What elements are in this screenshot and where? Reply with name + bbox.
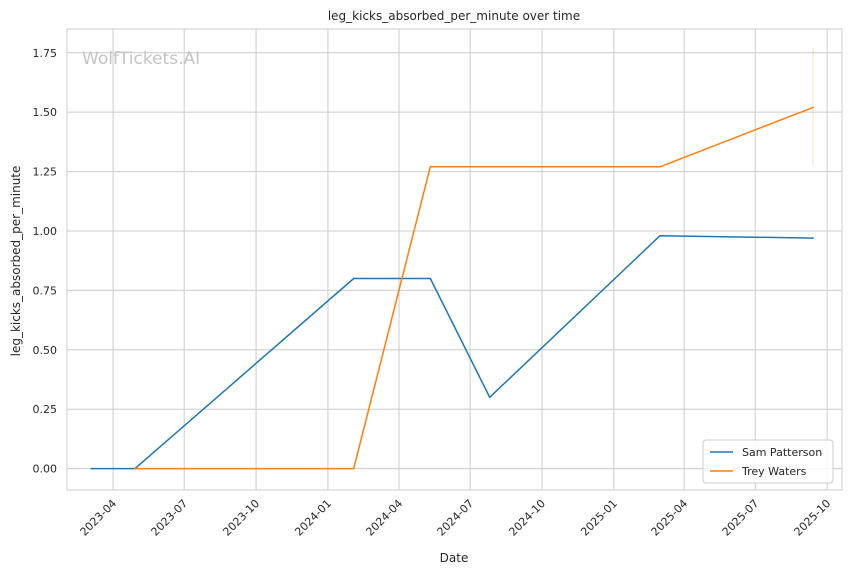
y-tick-label: 1.25 [33, 166, 58, 179]
y-tick-label: 0.50 [33, 344, 58, 357]
plot-frame [66, 28, 843, 491]
legend-label-sam-patterson: Sam Patterson [742, 446, 822, 459]
data-point-sam-patterson [488, 396, 491, 399]
data-point-trey-waters [352, 467, 355, 470]
data-point-trey-waters [812, 106, 814, 109]
y-tick-label: 1.00 [33, 225, 58, 238]
series-lines [90, 48, 814, 470]
legend-label-trey-waters: Trey Waters [741, 465, 807, 478]
data-point-sam-patterson [90, 467, 93, 470]
y-tick-label: 0.00 [33, 463, 58, 476]
data-point-trey-waters [134, 467, 136, 470]
data-point-sam-patterson [812, 237, 814, 239]
y-tick-label: 1.50 [33, 106, 58, 119]
legend-box [702, 439, 834, 484]
data-point-sam-patterson [429, 277, 432, 280]
watermark: WolfTickets.AI [82, 49, 200, 69]
data-point-sam-patterson [352, 277, 355, 280]
x-axis-label: Date [440, 551, 469, 565]
chart-title: leg_kicks_absorbed_per_minute over time [328, 9, 580, 23]
data-point-trey-waters [429, 166, 432, 168]
y-tick-label: 1.75 [33, 47, 58, 60]
plot-area [66, 28, 843, 491]
y-tick-label: 0.75 [33, 284, 58, 297]
y-axis-label: leg_kicks_absorbed_per_minute [9, 166, 23, 357]
data-point-trey-waters [659, 166, 661, 168]
legend: Sam Patterson Trey Waters [702, 439, 834, 484]
y-tick-label: 0.25 [33, 403, 58, 416]
data-point-sam-patterson [659, 234, 661, 237]
